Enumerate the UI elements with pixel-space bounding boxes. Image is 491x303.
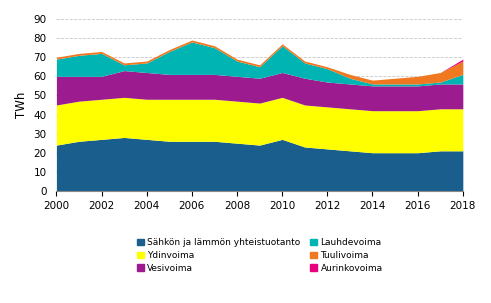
Y-axis label: TWh: TWh [15, 92, 28, 118]
Legend: Sähkön ja lämmön yhteistuotanto, Ydinvoima, Vesivoima, Lauhdevoima, Tuulivoima, : Sähkön ja lämmön yhteistuotanto, Ydinvoi… [136, 238, 382, 273]
